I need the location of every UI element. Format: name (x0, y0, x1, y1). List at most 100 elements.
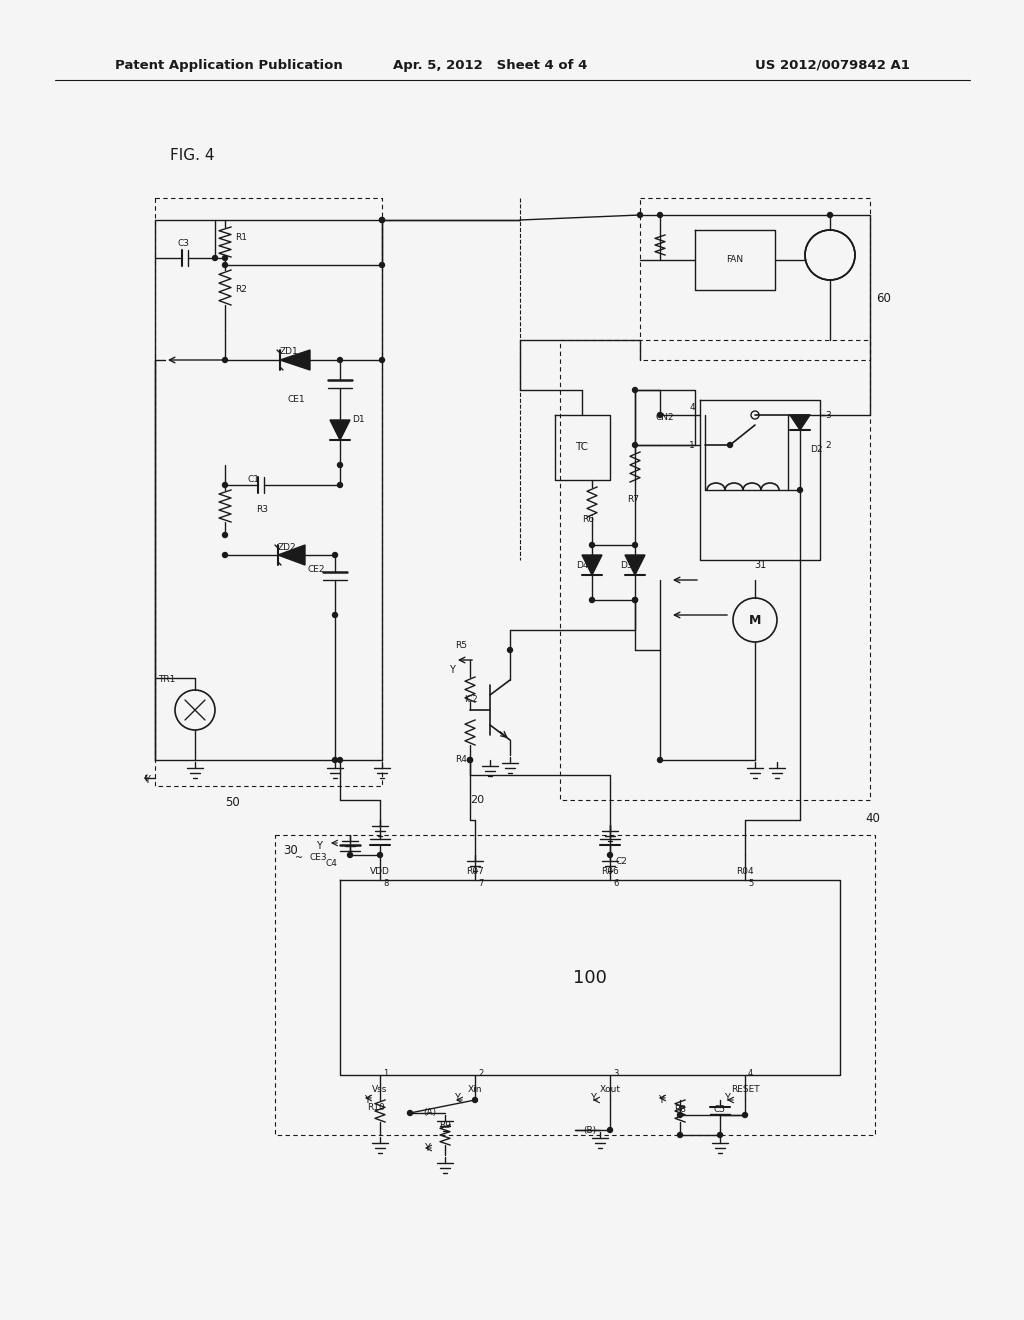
Text: 60: 60 (876, 292, 891, 305)
Text: D2: D2 (810, 446, 822, 454)
Text: C1: C1 (248, 475, 260, 484)
Text: R7: R7 (627, 495, 639, 504)
Text: 6: 6 (613, 879, 618, 887)
Polygon shape (278, 545, 305, 565)
Circle shape (380, 218, 384, 223)
Circle shape (338, 758, 342, 763)
Circle shape (678, 1133, 683, 1138)
Polygon shape (280, 350, 310, 370)
Circle shape (678, 1113, 683, 1118)
Circle shape (657, 758, 663, 763)
Text: R2: R2 (234, 285, 247, 294)
Circle shape (508, 648, 512, 652)
Text: Y: Y (316, 841, 322, 851)
Text: 30: 30 (283, 843, 298, 857)
Circle shape (718, 1133, 723, 1138)
Text: R4: R4 (455, 755, 467, 764)
Text: 7: 7 (478, 879, 483, 887)
Circle shape (472, 1097, 477, 1102)
Text: R9: R9 (439, 1121, 451, 1130)
Text: 20: 20 (470, 795, 484, 805)
Circle shape (338, 358, 342, 363)
Text: VDD: VDD (370, 867, 390, 876)
Circle shape (222, 553, 227, 557)
Circle shape (380, 263, 384, 268)
Text: Vss: Vss (373, 1085, 388, 1094)
Text: 1: 1 (689, 441, 695, 450)
Text: Y: Y (365, 1096, 370, 1105)
Circle shape (222, 358, 227, 363)
Text: C4: C4 (326, 858, 338, 867)
Circle shape (222, 263, 227, 268)
Text: C5: C5 (714, 1106, 726, 1114)
Text: 2: 2 (478, 1068, 483, 1077)
Polygon shape (330, 420, 350, 440)
Text: C2: C2 (615, 858, 627, 866)
Text: R3: R3 (256, 506, 268, 515)
Text: M: M (749, 614, 761, 627)
Text: 3: 3 (613, 1068, 618, 1077)
Circle shape (380, 218, 384, 223)
Text: CN2: CN2 (655, 412, 675, 421)
Text: IC2: IC2 (464, 696, 478, 705)
Text: 40: 40 (865, 812, 880, 825)
Circle shape (222, 256, 227, 260)
Text: Patent Application Publication: Patent Application Publication (115, 58, 343, 71)
Text: R10: R10 (367, 1104, 385, 1113)
Circle shape (633, 543, 638, 548)
Text: US 2012/0079842 A1: US 2012/0079842 A1 (755, 58, 910, 71)
Text: Xin: Xin (468, 1085, 482, 1094)
Circle shape (590, 598, 595, 602)
Text: CE2: CE2 (308, 565, 326, 574)
Text: Y: Y (590, 1093, 596, 1104)
Text: CE1: CE1 (288, 396, 305, 404)
Text: D3: D3 (620, 561, 633, 569)
Text: ZD1: ZD1 (280, 347, 299, 356)
Circle shape (213, 256, 217, 260)
Text: 4: 4 (689, 404, 695, 412)
Circle shape (742, 1113, 748, 1118)
Circle shape (380, 358, 384, 363)
Circle shape (657, 213, 663, 218)
Circle shape (338, 462, 342, 467)
Text: (A): (A) (424, 1109, 436, 1118)
Text: TR1: TR1 (158, 676, 175, 685)
Text: Y: Y (724, 1093, 730, 1104)
Circle shape (633, 598, 638, 602)
Circle shape (408, 1110, 413, 1115)
Text: 3: 3 (825, 411, 830, 420)
Circle shape (607, 1127, 612, 1133)
Polygon shape (582, 554, 602, 576)
Text: Xout: Xout (599, 1085, 621, 1094)
Text: ~: ~ (295, 853, 303, 863)
Circle shape (638, 213, 642, 218)
Polygon shape (625, 554, 645, 576)
Text: CE3: CE3 (310, 854, 328, 862)
Text: 1: 1 (383, 1068, 388, 1077)
Circle shape (347, 853, 352, 858)
Text: D1: D1 (352, 416, 365, 425)
Text: D4: D4 (575, 561, 589, 569)
Circle shape (798, 487, 803, 492)
Circle shape (333, 553, 338, 557)
Text: R5: R5 (455, 640, 467, 649)
Circle shape (633, 598, 638, 602)
Text: Y: Y (454, 1093, 460, 1104)
Circle shape (378, 853, 383, 858)
Text: Y: Y (658, 1096, 664, 1105)
Text: 2: 2 (825, 441, 830, 450)
Circle shape (827, 213, 833, 218)
Circle shape (633, 442, 638, 447)
Text: 100: 100 (573, 969, 607, 987)
Circle shape (338, 483, 342, 487)
Circle shape (727, 442, 732, 447)
Text: R04: R04 (736, 867, 754, 876)
Circle shape (590, 543, 595, 548)
Text: R06: R06 (601, 867, 618, 876)
Text: R07: R07 (466, 867, 484, 876)
Circle shape (468, 758, 472, 763)
Polygon shape (790, 414, 810, 430)
Text: TC: TC (575, 442, 589, 451)
Text: 5: 5 (748, 879, 754, 887)
Text: 8: 8 (383, 879, 388, 887)
